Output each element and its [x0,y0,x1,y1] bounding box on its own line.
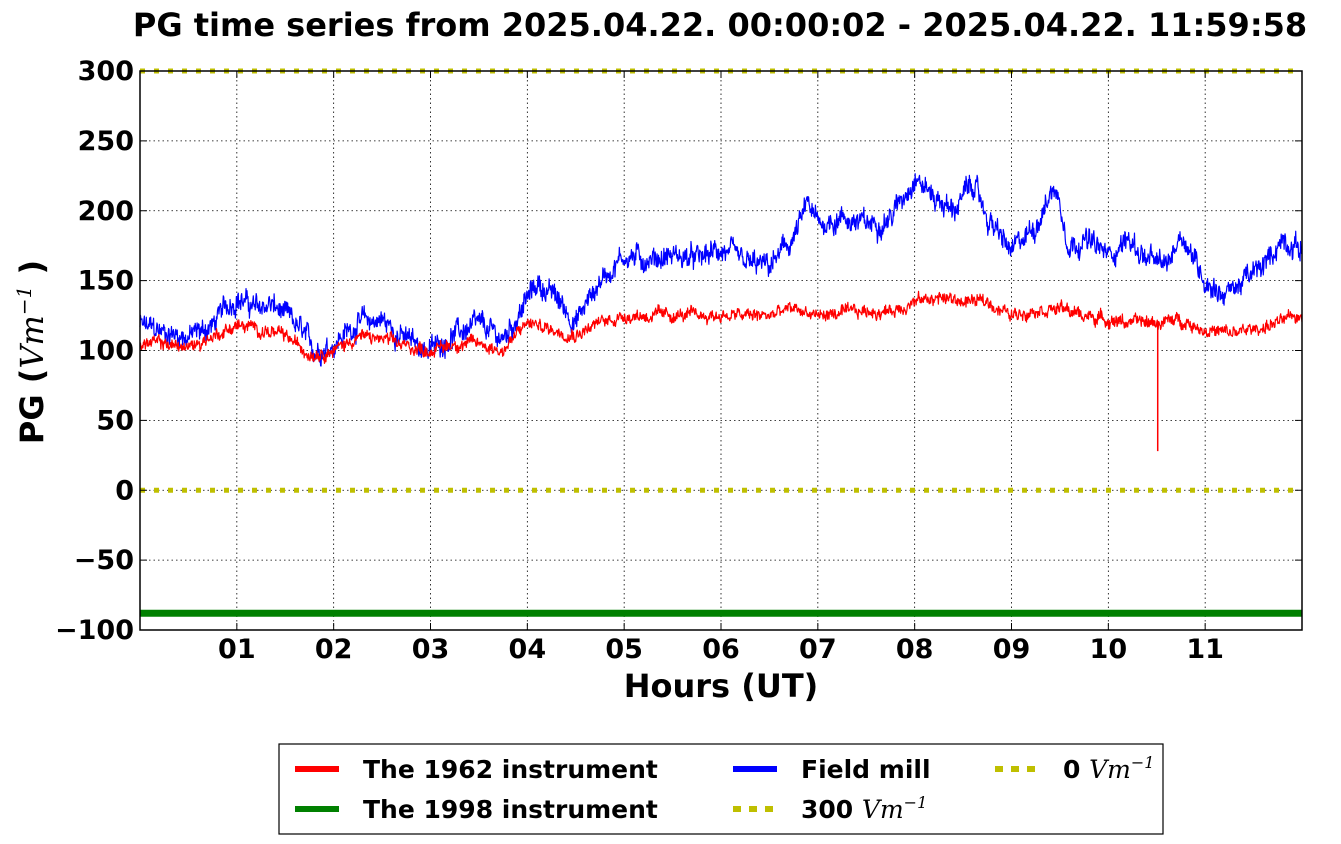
y-tick-label: 100 [78,336,134,367]
x-tick-label: 10 [1090,634,1128,665]
legend-label-exponent: −1 [1131,753,1155,772]
x-axis-label: Hours (UT) [624,667,819,705]
legend-label-text: 300 [801,795,862,824]
legend-label: 300 Vm−1 [801,793,927,824]
y-axis-label-unit: Vm [13,315,51,368]
x-tick-label: 08 [896,634,934,665]
legend-label-text: 0 [1063,755,1089,784]
x-tick-label: 09 [993,634,1031,665]
legend-label-text: The 1962 instrument [363,755,658,784]
x-tick-label: 04 [509,634,547,665]
legend-frame [278,743,1164,835]
legend-label: The 1998 instrument [363,795,658,824]
x-tick-label: 07 [799,634,837,665]
legend-label-unit: Vm [862,795,904,824]
y-tick-label: −50 [74,545,134,576]
x-tick-label: 11 [1186,634,1224,665]
y-tick-label: 300 [78,56,134,87]
x-tick-label: 02 [315,634,353,665]
y-axis-label-suffix: ) [13,260,51,286]
y-tick-label: −100 [55,615,134,646]
y-ticks: −100 −50 0 50 100 150 200 250 300 [55,56,1302,646]
legend-label: 0 Vm−1 [1063,753,1154,784]
y-tick-label: 200 [78,196,134,227]
x-ticks: 01 02 03 04 05 06 07 08 09 10 11 [218,71,1224,665]
y-axis-label-exponent: −1 [12,286,36,315]
x-tick-label: 01 [218,634,256,665]
legend-label: The 1962 instrument [363,755,658,784]
y-tick-label: 150 [78,266,134,297]
chart-title: PG time series from 2025.04.22. 00:00:02… [133,6,1307,44]
grid [140,70,1302,631]
series-1962-instrument [139,290,1303,365]
legend-label-text: The 1998 instrument [363,795,658,824]
y-tick-label: 50 [96,405,134,436]
y-tick-label: 250 [78,126,134,157]
y-tick-label: 0 [115,475,134,506]
x-tick-label: 03 [412,634,450,665]
legend: The 1962 instrument The 1998 instrument Fi… [278,743,1164,835]
legend-label-text: Field mill [801,755,931,784]
data-series [139,173,1303,617]
y-axis-label: PG (Vm−1 ) [12,260,51,444]
x-tick-label: 06 [702,634,740,665]
legend-label-exponent: −1 [904,793,928,812]
y-axis-label-prefix: PG ( [13,369,51,444]
x-tick-label: 05 [605,634,643,665]
legend-label: Field mill [801,755,931,784]
legend-label-unit: Vm [1089,755,1131,784]
